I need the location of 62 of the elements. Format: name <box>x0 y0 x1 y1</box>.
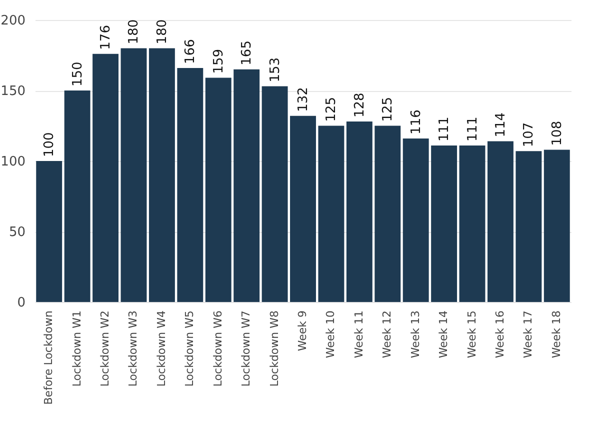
bar <box>64 90 90 302</box>
x-tick-label: Week 12 <box>380 310 394 358</box>
data-label: 132 <box>296 87 311 112</box>
data-label: 107 <box>522 122 537 148</box>
x-tick-label: Week 17 <box>522 310 535 358</box>
bar <box>36 161 62 302</box>
x-tick-label: Lockdown W2 <box>98 310 112 387</box>
bar <box>346 122 372 302</box>
x-tick-label: Lockdown W4 <box>154 310 168 387</box>
data-label: 108 <box>550 120 565 146</box>
bar <box>262 86 288 302</box>
bar <box>120 48 147 302</box>
x-tick-label: Week 9 <box>296 310 309 352</box>
data-label: 111 <box>437 116 452 142</box>
x-tick-label: Lockdown W8 <box>268 310 281 387</box>
x-tick-label: Week 14 <box>437 310 450 358</box>
x-tick-label: Week 13 <box>408 310 422 358</box>
data-label: 100 <box>42 132 58 157</box>
data-label: 128 <box>352 92 368 118</box>
data-label: 166 <box>183 39 198 64</box>
bar <box>148 48 175 302</box>
data-label: 114 <box>493 112 508 138</box>
y-tick-label: 150 <box>0 84 26 99</box>
data-label: 165 <box>240 40 255 66</box>
x-tick-label: Week 18 <box>550 310 563 358</box>
x-tick-label: Before Lockdown <box>42 310 56 405</box>
bar <box>177 68 204 302</box>
bar <box>92 54 119 302</box>
data-label: 125 <box>324 96 340 122</box>
data-label: 176 <box>98 25 114 50</box>
bar <box>290 116 316 302</box>
bar <box>544 150 570 302</box>
data-label: 111 <box>465 116 480 142</box>
data-label: 116 <box>408 110 424 134</box>
x-tick-label: Lockdown W7 <box>240 310 253 387</box>
data-label: 153 <box>268 57 283 82</box>
bar <box>205 78 232 302</box>
bar <box>402 138 429 302</box>
y-tick-label: 50 <box>8 225 26 240</box>
y-tick-label: 100 <box>0 154 26 170</box>
x-tick-label: Lockdown W6 <box>211 310 224 387</box>
data-label: 159 <box>211 48 226 74</box>
data-label: 180 <box>154 19 170 44</box>
x-tick-label: Week 16 <box>493 310 506 358</box>
bar <box>234 69 260 302</box>
bar <box>487 141 514 302</box>
bar <box>374 126 401 302</box>
x-tick-label: Lockdown W3 <box>126 310 140 387</box>
bar <box>516 151 542 302</box>
x-tick-label: Lockdown W5 <box>183 310 196 387</box>
data-label: 125 <box>380 96 396 122</box>
x-tick-label: Week 10 <box>324 310 338 358</box>
bar <box>318 126 344 302</box>
bar <box>459 145 486 302</box>
bar <box>431 145 458 302</box>
y-tick-label: 0 <box>17 296 26 310</box>
data-label: 180 <box>126 19 142 44</box>
y-tick-label: 200 <box>0 14 26 28</box>
x-tick-label: Week 11 <box>352 310 366 358</box>
x-tick-label: Week 15 <box>465 310 478 358</box>
data-label: 150 <box>70 62 86 86</box>
x-tick-label: Lockdown W1 <box>70 310 84 387</box>
